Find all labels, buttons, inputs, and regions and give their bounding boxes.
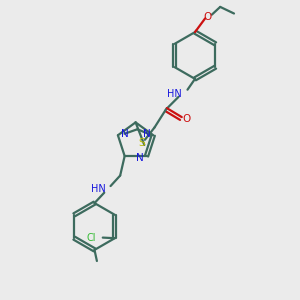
Text: S: S	[139, 137, 145, 148]
Text: N: N	[136, 152, 144, 163]
Text: HN: HN	[167, 89, 182, 99]
Text: N: N	[143, 129, 151, 139]
Text: Cl: Cl	[87, 233, 96, 243]
Text: N: N	[121, 129, 128, 139]
Text: HN: HN	[91, 184, 106, 194]
Text: O: O	[203, 11, 212, 22]
Text: O: O	[182, 114, 190, 124]
